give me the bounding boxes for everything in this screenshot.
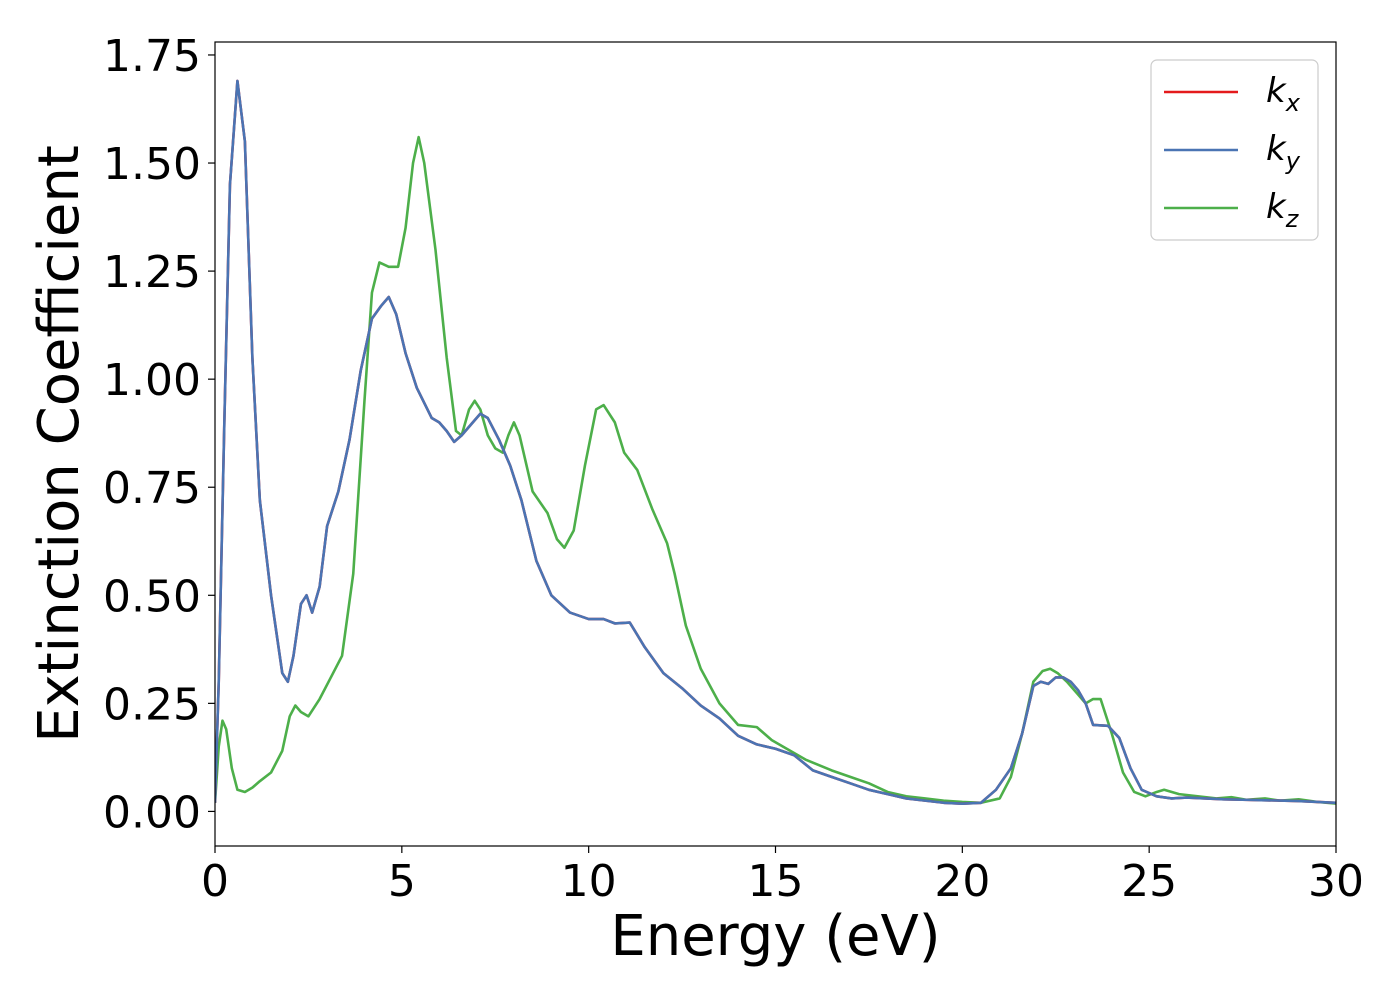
x-tick-label: 0 <box>201 856 229 907</box>
x-tick-label: 25 <box>1121 856 1177 907</box>
x-tick-label: 10 <box>561 856 617 907</box>
x-axis: 0 5 10 15 20 25 30 <box>201 846 1364 907</box>
y-tick-label: 1.25 <box>103 247 201 298</box>
y-tick-label: 0.25 <box>103 679 201 730</box>
y-tick-label: 0.00 <box>103 787 201 838</box>
legend-label: kz <box>1266 187 1300 233</box>
x-axis-label: Energy (eV) <box>610 904 940 969</box>
x-tick-label: 15 <box>748 856 804 907</box>
plot-area <box>215 79 1336 805</box>
y-axis-label: Extinction Coefficient <box>27 145 92 743</box>
y-tick-label: 0.75 <box>103 463 201 514</box>
y-axis: 0.00 0.25 0.50 0.75 1.00 1.25 1.50 1.75 <box>103 31 215 838</box>
y-tick-label: 1.75 <box>103 31 201 82</box>
legend-label: kx <box>1266 71 1301 117</box>
legend-item-z: kz <box>1164 187 1300 233</box>
legend: kx ky kz <box>1150 59 1319 241</box>
y-tick-label: 1.50 <box>103 139 201 190</box>
legend-item-x: kx <box>1164 71 1301 117</box>
x-tick-label: 30 <box>1308 856 1364 907</box>
legend-item-y: ky <box>1164 129 1301 175</box>
legend-label: ky <box>1266 129 1301 175</box>
x-tick-label: 20 <box>934 856 990 907</box>
series-line-z <box>215 135 1336 805</box>
x-tick-label: 5 <box>388 856 416 907</box>
series-line-y <box>215 79 1336 805</box>
y-tick-label: 0.50 <box>103 571 201 622</box>
y-tick-label: 1.00 <box>103 355 201 406</box>
